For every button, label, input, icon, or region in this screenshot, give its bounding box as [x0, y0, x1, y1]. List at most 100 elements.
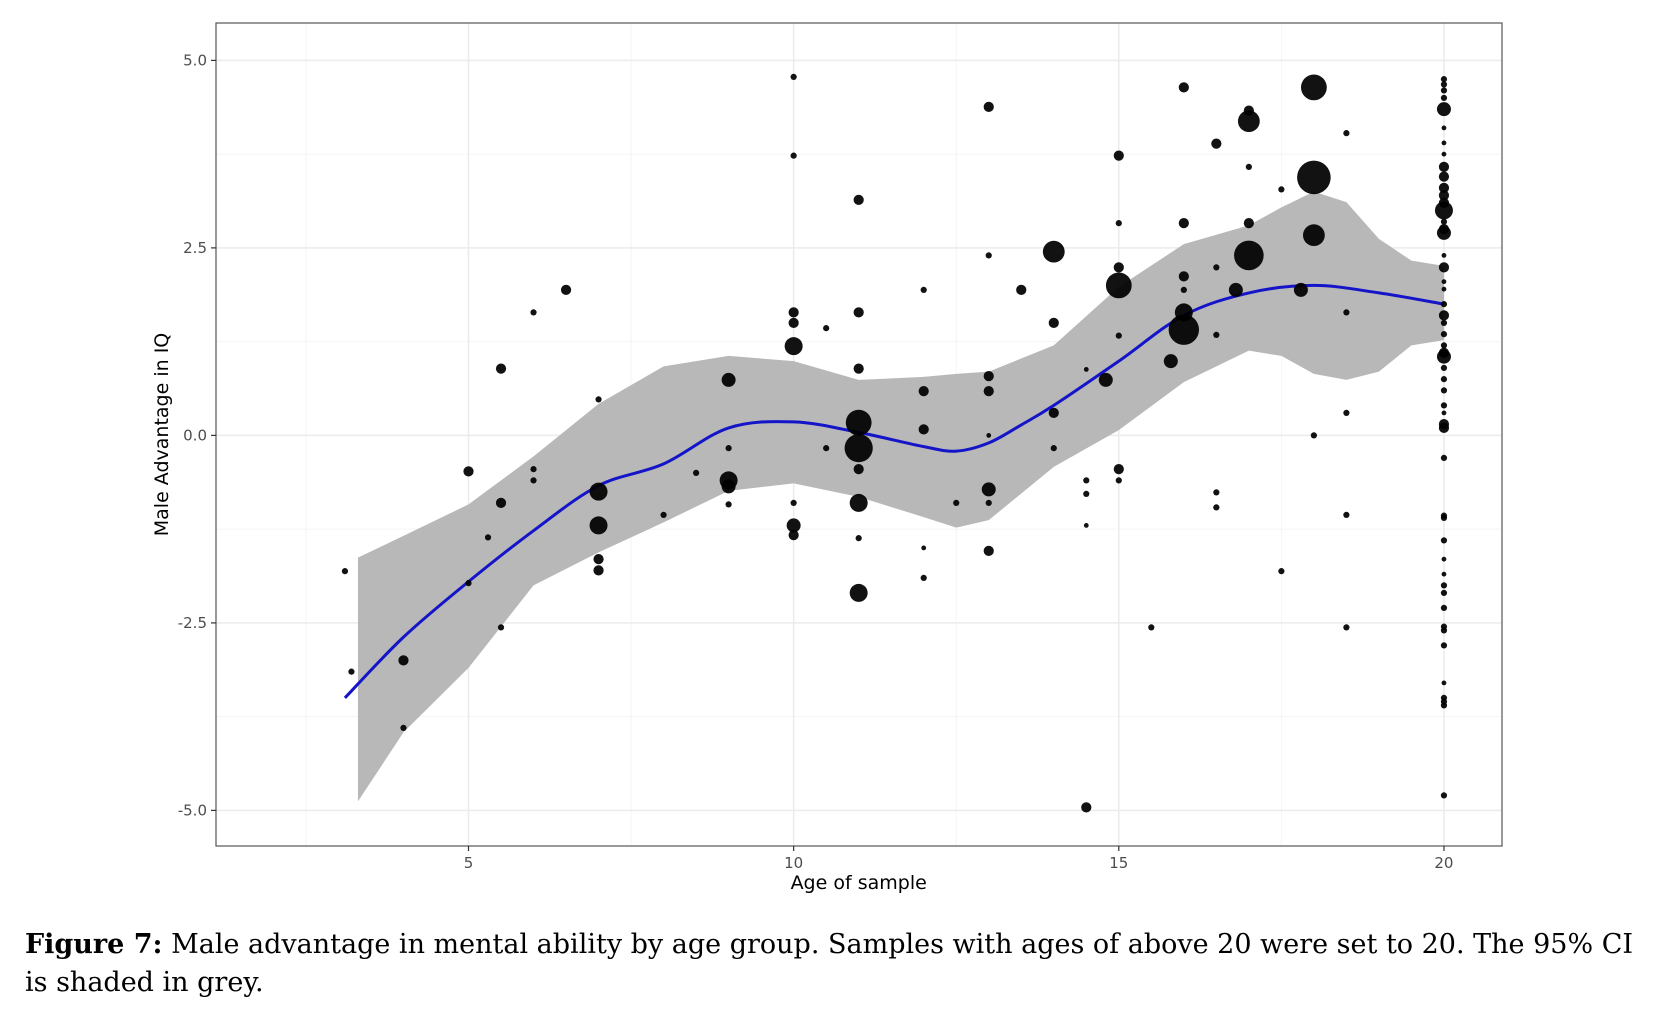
data-point: [1310, 432, 1317, 439]
data-point: [341, 568, 349, 575]
data-point: [497, 624, 505, 631]
data-point: [1441, 125, 1447, 131]
data-point: [1113, 464, 1124, 475]
data-point: [484, 534, 492, 541]
data-point: [788, 307, 799, 318]
data-point: [1180, 286, 1187, 293]
data-point: [1440, 218, 1448, 225]
data-point: [1441, 571, 1447, 577]
y-tick-label: -5.0: [178, 801, 207, 819]
data-point: [1438, 422, 1450, 433]
data-point: [1440, 454, 1448, 461]
data-point: [1441, 279, 1447, 285]
data-point: [660, 511, 667, 518]
data-point: [1113, 150, 1124, 161]
data-point: [1438, 310, 1450, 321]
data-point: [786, 518, 801, 533]
data-point: [1148, 624, 1155, 631]
data-point: [983, 371, 994, 382]
data-point: [849, 583, 868, 602]
data-point: [1213, 489, 1220, 496]
data-point: [1440, 81, 1448, 88]
data-point: [1440, 402, 1448, 409]
ticks: 5 10 15 20 5.0 2.5 0.0 -2.5 -5.0: [178, 51, 1454, 872]
data-point: [1441, 253, 1447, 258]
data-point: [985, 252, 992, 259]
data-point: [986, 433, 992, 438]
data-point: [981, 482, 996, 497]
data-point: [1228, 282, 1243, 297]
x-tick-label: 5: [464, 854, 474, 872]
data-point: [1213, 331, 1220, 338]
data-point: [1016, 284, 1027, 295]
data-point: [918, 386, 929, 397]
data-point: [1243, 218, 1254, 229]
data-point: [1441, 286, 1447, 292]
x-tick-label: 10: [784, 854, 803, 872]
data-point: [853, 307, 864, 318]
data-point: [1438, 190, 1450, 201]
data-point: [1083, 477, 1090, 484]
data-point: [1440, 364, 1448, 371]
data-point: [1440, 537, 1448, 544]
figure-caption: Figure 7: Male advantage in mental abili…: [25, 926, 1645, 1002]
data-point: [1178, 271, 1189, 282]
data-point: [1115, 220, 1122, 227]
data-point: [1440, 301, 1448, 308]
data-point: [983, 545, 994, 557]
data-point: [530, 477, 537, 484]
data-point: [1440, 376, 1448, 383]
data-point: [790, 499, 797, 506]
data-point: [589, 516, 608, 535]
data-point: [1438, 182, 1450, 193]
data-point: [1438, 171, 1450, 182]
data-point: [530, 309, 537, 316]
data-point: [1293, 282, 1308, 297]
data-point: [1297, 160, 1331, 195]
data-point: [463, 466, 474, 477]
data-point: [721, 479, 736, 494]
data-point: [725, 501, 732, 508]
data-point: [985, 499, 992, 506]
data-point: [348, 668, 355, 675]
data-point: [1048, 317, 1059, 328]
data-point: [1300, 74, 1327, 101]
data-point: [788, 317, 799, 328]
data-point: [1083, 367, 1089, 372]
data-point: [1105, 272, 1132, 299]
data-point: [1440, 604, 1448, 612]
data-point: [1436, 102, 1451, 117]
data-point: [589, 482, 608, 501]
data-point: [1440, 792, 1448, 799]
y-axis-label: Male Advantage in IQ: [151, 333, 173, 537]
x-axis-label: Age of sample: [791, 872, 927, 894]
data-point: [1343, 130, 1350, 137]
data-point: [1440, 589, 1448, 597]
data-point: [1440, 319, 1448, 326]
data-point: [1438, 262, 1450, 273]
data-point: [1213, 264, 1220, 271]
data-point: [855, 535, 862, 542]
data-point: [1050, 445, 1057, 452]
data-point: [1440, 514, 1448, 522]
data-point: [790, 152, 797, 159]
data-point: [823, 445, 830, 452]
data-point: [1440, 342, 1448, 349]
caption-label: Figure 7:: [25, 929, 163, 960]
data-point: [1245, 163, 1252, 170]
data-point: [1441, 410, 1447, 416]
data-point: [1440, 87, 1448, 94]
data-point: [1081, 802, 1092, 813]
y-tick-label: 5.0: [183, 51, 207, 69]
panel-border: [215, 22, 1503, 847]
data-point: [1115, 332, 1122, 339]
data-point: [1083, 523, 1089, 528]
data-point: [1434, 201, 1453, 220]
data-point: [1211, 138, 1222, 149]
x-tick-label: 20: [1434, 854, 1453, 872]
data-point: [1234, 240, 1264, 271]
data-point: [1343, 624, 1350, 631]
data-point: [1042, 240, 1065, 263]
data-point: [1440, 76, 1448, 83]
